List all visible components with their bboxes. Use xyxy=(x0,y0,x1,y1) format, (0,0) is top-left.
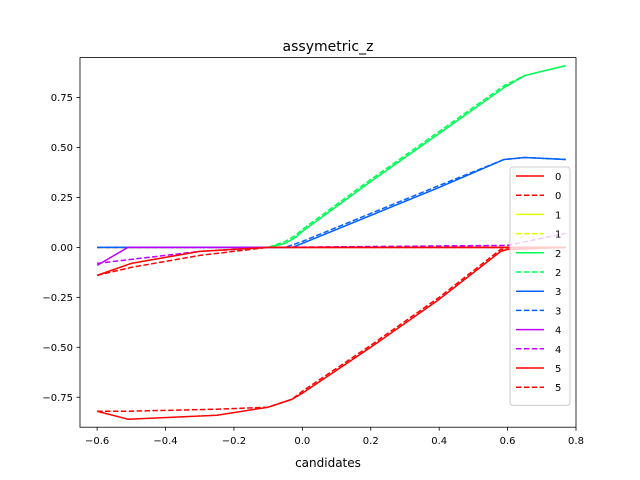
x-axis: −0.6 −0.4 −0.2 0.0 0.2 0.4 0.6 0.8 xyxy=(85,427,584,447)
x-tick-label: −0.4 xyxy=(153,436,177,447)
y-tick-label: −0.50 xyxy=(42,343,73,354)
legend: 0 0 1 1 2 2 3 3 4 4 5 5 xyxy=(509,166,571,406)
legend-box xyxy=(509,166,571,406)
series-line-13 xyxy=(96,246,566,277)
x-tick-label: 0.8 xyxy=(568,436,584,447)
legend-label: 2 xyxy=(555,249,561,260)
legend-label: 3 xyxy=(555,287,561,298)
x-axis-label: candidates xyxy=(295,456,361,470)
legend-label: 2 xyxy=(555,268,561,279)
legend-label: 3 xyxy=(555,306,561,317)
x-tick-label: 0.2 xyxy=(363,436,379,447)
y-tick-label: −0.75 xyxy=(42,393,73,404)
chart-title: assymetric_z xyxy=(283,39,374,55)
x-tick-label: −0.6 xyxy=(85,436,109,447)
legend-label: 5 xyxy=(555,383,561,394)
plot-frame xyxy=(79,57,577,428)
legend-label: 4 xyxy=(555,345,561,356)
legend-label: 5 xyxy=(555,364,561,375)
x-tick-label: 0.0 xyxy=(294,436,310,447)
series-line-10 xyxy=(96,246,566,420)
plot-area xyxy=(96,64,566,420)
legend-label: 1 xyxy=(555,210,561,221)
y-tick-label: −0.25 xyxy=(42,293,73,304)
x-tick-label: 0.6 xyxy=(500,436,516,447)
y-tick-label: 0.50 xyxy=(51,143,73,154)
series-line-7 xyxy=(97,156,566,249)
legend-label: 1 xyxy=(555,230,561,241)
y-tick-label: 0.25 xyxy=(51,193,73,204)
x-tick-label: −0.2 xyxy=(222,436,246,447)
series-line-11 xyxy=(97,246,566,412)
y-tick-label: 0.75 xyxy=(51,93,73,104)
legend-label: 4 xyxy=(555,326,561,337)
y-tick-label: 0.00 xyxy=(51,243,73,254)
y-axis: −0.75 −0.50 −0.25 0.00 0.25 0.50 0.75 xyxy=(42,93,80,404)
x-tick-label: 0.4 xyxy=(431,436,447,447)
legend-label: 0 xyxy=(555,172,561,183)
series-line-5 xyxy=(267,64,566,249)
legend-label: 0 xyxy=(555,191,561,202)
series-line-12 xyxy=(96,246,566,277)
